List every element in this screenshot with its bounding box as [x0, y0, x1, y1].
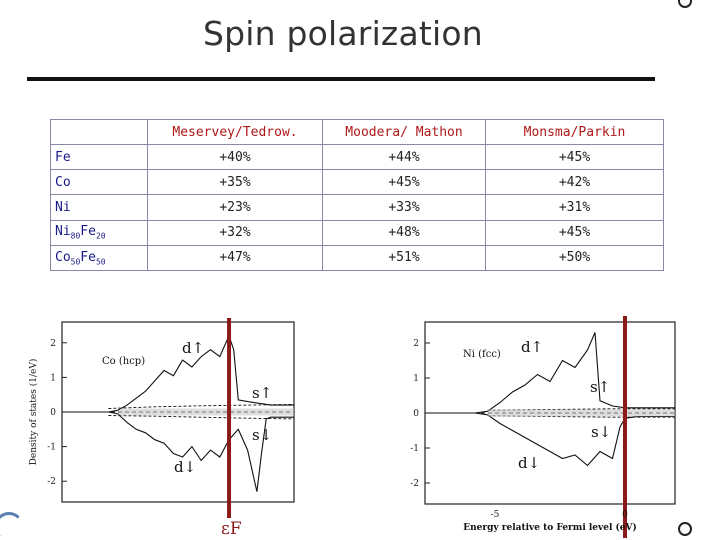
table-row: Ni80Fe20 +32% +48% +45% [50, 219, 664, 246]
label-s-up: s↑ [590, 378, 610, 396]
plot-title: Co (hcp) [102, 356, 145, 367]
material-symbol: Co [55, 174, 71, 190]
polarization-value: +33% [322, 194, 486, 221]
slide-title: Spin polarization [203, 14, 483, 53]
corner-mark-top [678, 0, 692, 8]
material-fraction: 80 [70, 231, 81, 241]
x-tick-label: -5 [491, 510, 500, 520]
polarization-value: +50% [485, 244, 664, 272]
plot-title: Ni (fcc) [463, 349, 501, 360]
y-tick-label: 2 [50, 339, 56, 349]
polarization-value: +35% [147, 169, 323, 196]
label-s-up: s↑ [252, 384, 272, 402]
label-d-up: d↑ [182, 339, 204, 357]
material-cell: Fe [50, 143, 148, 171]
d-band-line [425, 332, 675, 414]
d-band-line [425, 412, 675, 467]
header-monsma-parkin: Monsma/Parkin [485, 119, 664, 145]
dos-plot-co: 2 1 0 -1 -2 Co (hcp) d↑ s↑ s↓ d↓ εF Density of stat… [28, 318, 295, 539]
material-cell: Co [50, 169, 148, 196]
s-band-line [108, 403, 295, 409]
material-fraction: 50 [95, 257, 106, 267]
x-axis-label: Energy relative to Fermi level (eV) [463, 522, 637, 533]
polarization-value: +40% [147, 143, 323, 171]
title-underline [27, 77, 655, 81]
polarization-value: +48% [322, 219, 486, 246]
table-row: Co50Fe50 +47% +51% +50% [50, 244, 664, 272]
y-tick-label: -1 [47, 443, 56, 453]
polarization-value: +23% [147, 194, 323, 221]
s-band-shade [487, 409, 675, 417]
label-s-down: s↓ [591, 423, 611, 441]
material-symbol: Ni [55, 199, 71, 215]
s-band-line [108, 415, 295, 420]
y-tick-label: -2 [410, 479, 419, 489]
y-tick-label: 0 [413, 409, 419, 419]
polarization-value: +45% [485, 219, 664, 246]
y-tick-label: -1 [410, 444, 419, 454]
y-tick-label: 1 [50, 373, 56, 383]
polarization-value: +51% [322, 244, 486, 272]
table-header-row: Meservey/Tedrow. Moodera/ Mathon Monsma/… [50, 119, 664, 145]
y-axis-label: Density of states (1/eV) [28, 359, 39, 466]
polarization-value: +44% [322, 143, 486, 171]
y-tick-label: 1 [413, 374, 419, 384]
table-row: Co +35% +45% +42% [50, 169, 664, 196]
label-d-down: d↓ [518, 454, 540, 472]
header-moodera-mathon: Moodera/ Mathon [322, 119, 486, 145]
material-fraction: 50 [70, 257, 81, 267]
material-symbol: Fe [80, 224, 96, 240]
polarization-value: +32% [147, 219, 323, 246]
y-tick-label: -2 [47, 477, 56, 487]
polarization-value: +47% [147, 244, 323, 272]
material-fraction: 20 [95, 231, 106, 241]
material-cell: Ni80Fe20 [50, 219, 148, 246]
dos-plot-ni: 2 1 0 -1 -2 Ni (fcc) d↑ s↑ s↓ d↓ Energy relative t… [410, 316, 676, 538]
material-symbol: Ni [55, 224, 71, 240]
polarization-value: +45% [485, 143, 664, 171]
polarization-value: +45% [322, 169, 486, 196]
spin-polarization-table: Meservey/Tedrow. Moodera/ Mathon Monsma/… [50, 119, 664, 272]
polarization-value: +42% [485, 169, 664, 196]
label-fermi: εF [221, 519, 242, 539]
table-row: Ni +23% +33% +31% [50, 194, 664, 221]
x-tick-label: 0 [622, 510, 628, 520]
material-symbol: Co [55, 249, 71, 265]
d-band-line [62, 411, 294, 492]
material-symbol: Fe [55, 149, 71, 165]
material-cell: Ni [50, 194, 148, 221]
y-tick-label: 0 [50, 408, 56, 418]
material-cell: Co50Fe50 [50, 244, 148, 272]
corner-mark-bottom [678, 522, 692, 536]
material-symbol: Fe [80, 249, 96, 265]
institution-logo [0, 512, 24, 540]
y-tick-label: 2 [413, 339, 419, 349]
header-meservey-tedrow: Meservey/Tedrow. [147, 119, 323, 145]
s-band-shade [120, 408, 294, 416]
label-s-down: s↓ [252, 426, 272, 444]
polarization-value: +31% [485, 194, 664, 221]
header-cell-empty [50, 119, 148, 145]
label-d-down: d↓ [174, 458, 196, 476]
label-d-up: d↑ [521, 338, 543, 356]
table-row: Fe +40% +44% +45% [50, 143, 664, 171]
